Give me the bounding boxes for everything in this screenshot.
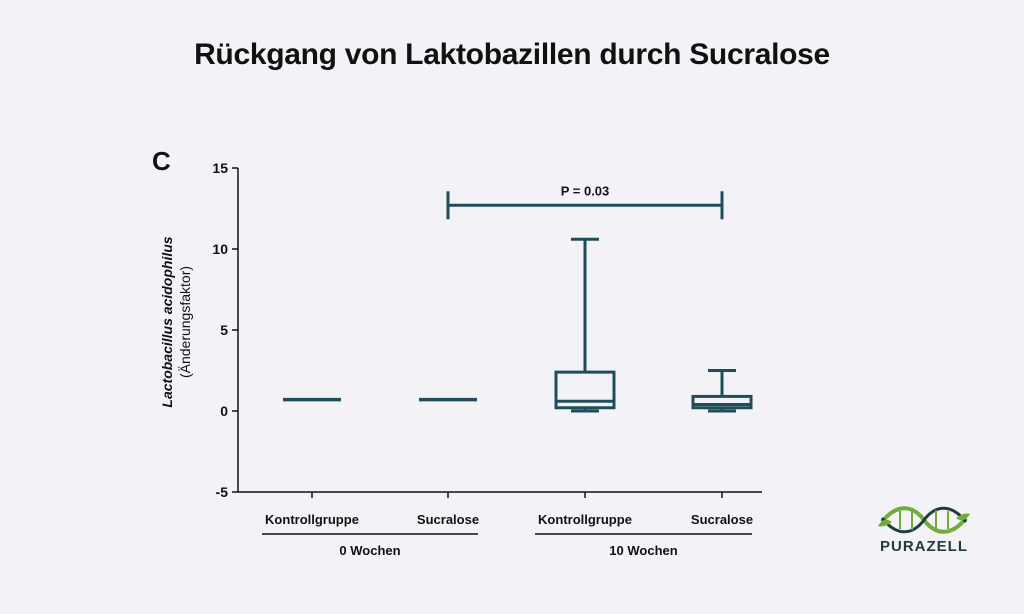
group-label: 0 Wochen <box>339 543 400 558</box>
page-title: Rückgang von Laktobazillen durch Sucralo… <box>194 38 830 71</box>
x-tick-label: Kontrollgruppe <box>265 512 359 527</box>
y-tick-label: 15 <box>212 160 228 176</box>
group-label: 10 Wochen <box>609 543 677 558</box>
plot-area: P = 0.03 <box>283 183 753 413</box>
brand-logo: PURAZELL <box>876 500 972 560</box>
x-tick-label: Kontrollgruppe <box>538 512 632 527</box>
brand-name: PURAZELL <box>880 538 968 555</box>
box-series-2 <box>554 237 616 413</box>
box-series-3 <box>691 369 753 413</box>
x-tick-label: Sucralose <box>691 512 753 527</box>
y-axis-label-species: Lactobacillus acidophilus <box>159 236 175 407</box>
y-tick-label: 10 <box>212 241 228 257</box>
significance-label: P = 0.03 <box>561 183 610 198</box>
panel-letter: C <box>152 146 171 176</box>
axes: 15 10 5 0 -5 Kontrollgruppe Sucralose Kontrollg… <box>212 160 762 558</box>
y-tick-label: 0 <box>220 403 228 419</box>
y-axis-label-unit: (Änderungsfaktor) <box>177 266 193 378</box>
box-iqr <box>691 394 753 410</box>
box-iqr <box>554 370 616 410</box>
dna-leaf-icon <box>878 506 970 534</box>
y-tick-label: -5 <box>216 484 229 500</box>
x-tick-label: Sucralose <box>417 512 479 527</box>
y-tick-label: 5 <box>220 322 228 338</box>
y-axis-label: Lactobacillus acidophilus (Änderungsfakt… <box>159 236 193 407</box>
significance-bracket: P = 0.03 <box>446 183 724 220</box>
